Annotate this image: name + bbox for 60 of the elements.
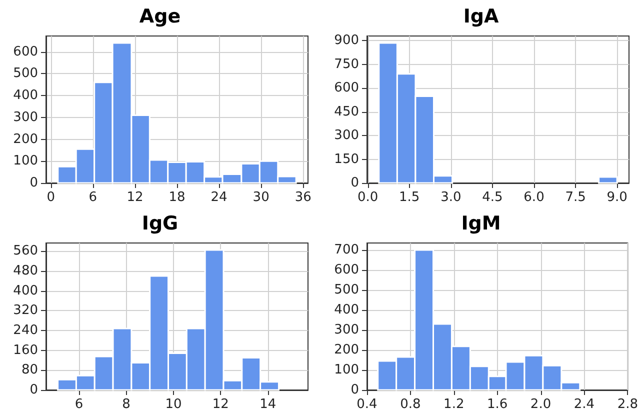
- y-tick-label: 160: [13, 342, 38, 358]
- y-tick-label: 0: [350, 176, 359, 190]
- x-tick-label: 8: [122, 397, 130, 412]
- y-tick-label: 600: [334, 262, 359, 278]
- y-tick-label: 150: [334, 152, 359, 167]
- chart-title: IgM: [461, 212, 501, 234]
- x-tick-label: 10: [165, 397, 182, 412]
- y-tick-label: 500: [13, 66, 38, 82]
- x-tick-label: 6.0: [524, 190, 544, 205]
- y-tick-label: 600: [334, 80, 359, 96]
- y-tick-label: 0: [30, 382, 38, 398]
- chart-title: IgA: [463, 6, 499, 28]
- x-tick-label: 24: [210, 190, 228, 205]
- x-tick-label: 30: [252, 190, 270, 205]
- x-tick-label: 2.0: [530, 397, 552, 412]
- y-tick-label: 80: [21, 362, 38, 378]
- y-tick-label: 480: [13, 264, 38, 279]
- chart-title: Age: [139, 6, 181, 28]
- y-tick-label: 750: [334, 56, 359, 72]
- y-tick-label: 900: [334, 33, 359, 48]
- chart-title: IgG: [142, 212, 178, 234]
- y-tick-label: 300: [13, 110, 38, 125]
- x-tick-label: 1.6: [486, 397, 508, 412]
- x-tick-label: 6: [88, 190, 98, 205]
- x-tick-label: 0.8: [400, 397, 421, 412]
- y-tick-label: 600: [13, 44, 38, 60]
- y-tick-label: 300: [334, 128, 359, 144]
- x-tick-label: 9.0: [606, 190, 628, 205]
- y-tick-label: 320: [13, 303, 38, 318]
- x-tick-label: 12: [126, 190, 144, 205]
- x-tick-label: 3.0: [440, 190, 462, 205]
- y-tick-label: 400: [13, 283, 38, 298]
- y-tick-label: 0: [30, 176, 38, 190]
- y-tick-label: 400: [334, 302, 359, 318]
- y-tick-label: 200: [13, 132, 38, 147]
- x-tick-label: 0.0: [357, 190, 378, 205]
- x-tick-label: 4.5: [482, 190, 503, 205]
- y-tick-label: 500: [334, 282, 359, 298]
- y-tick-label: 240: [13, 323, 38, 338]
- y-tick-label: 560: [13, 244, 38, 259]
- y-tick-label: 450: [334, 104, 359, 120]
- x-tick-label: 2.4: [574, 397, 595, 412]
- y-tick-label: 0: [350, 382, 359, 398]
- y-tick-label: 400: [13, 88, 38, 103]
- y-tick-label: 100: [13, 154, 38, 169]
- x-tick-label: 18: [168, 190, 186, 205]
- x-tick-label: 6: [74, 397, 84, 412]
- y-tick-label: 300: [334, 322, 359, 338]
- x-tick-label: 36: [294, 190, 312, 205]
- x-tick-label: 2.8: [617, 397, 638, 412]
- x-tick-label: 1.5: [399, 190, 420, 205]
- x-tick-label: 0: [46, 190, 56, 205]
- x-tick-label: 7.5: [565, 190, 586, 205]
- x-tick-label: 14: [260, 397, 276, 412]
- y-tick-label: 700: [334, 242, 359, 258]
- x-tick-label: 1.2: [444, 397, 464, 412]
- y-tick-label: 100: [334, 362, 359, 378]
- x-tick-label: 12: [212, 397, 229, 412]
- y-tick-label: 200: [334, 342, 359, 358]
- x-tick-label: 0.4: [356, 397, 378, 412]
